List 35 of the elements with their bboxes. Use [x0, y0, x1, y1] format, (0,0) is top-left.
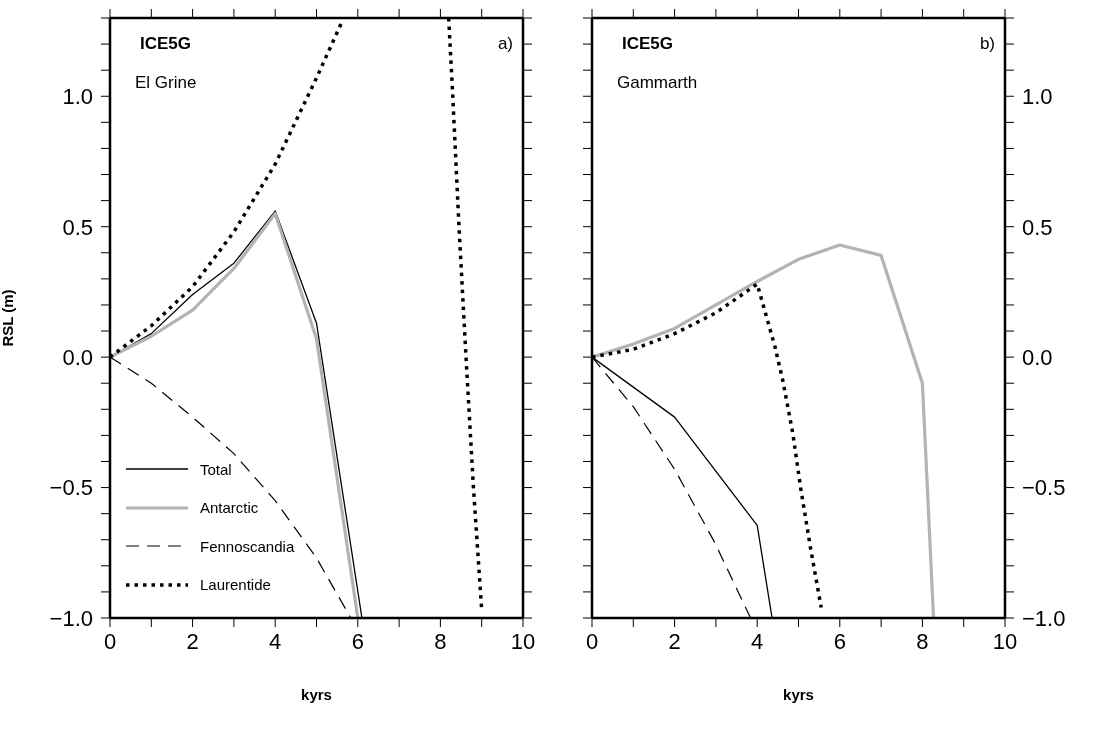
annotation: El Grine	[135, 73, 197, 93]
y-tick-label: 1.0	[62, 84, 93, 110]
x-tick-label: 8	[916, 628, 929, 654]
y-tick-label: −1.0	[1022, 605, 1066, 631]
x-tick-label: 2	[186, 628, 199, 654]
y-tick-label: 0.5	[62, 214, 93, 240]
y-tick-label: −0.5	[49, 475, 93, 501]
annotation: ICE5G	[140, 34, 192, 54]
annotation: a)	[496, 34, 513, 54]
legend-label: Fennoscandia	[200, 537, 295, 555]
legend-label: Laurentide	[200, 576, 271, 594]
x-tick-label: 0	[585, 628, 599, 654]
y-tick-label: 1.0	[1022, 84, 1053, 110]
annotation: Gammarth	[617, 73, 698, 93]
y-tick-label: −0.5	[1022, 475, 1066, 501]
legend-label: Total	[200, 460, 232, 478]
legend-label: Antarctic	[200, 499, 259, 517]
y-tick-label: 0.5	[1022, 214, 1053, 240]
y-tick-label: 0.0	[62, 344, 93, 370]
y-tick-label: −1.0	[49, 605, 93, 631]
x-tick-label: 2	[668, 628, 681, 654]
x-tick-label: 4	[751, 628, 764, 654]
x-tick-label: 8	[434, 628, 447, 654]
y-axis-title: RSL (m)	[0, 289, 17, 347]
x-tick-label: 6	[351, 628, 364, 654]
y-tick-label: 0.0	[1022, 344, 1053, 370]
x-tick-label: 4	[269, 628, 282, 654]
annotation: b)	[978, 34, 995, 54]
x-tick-label: 10	[992, 628, 1018, 654]
x-axis-title: kyrs	[783, 686, 814, 703]
x-axis-title: kyrs	[301, 686, 332, 703]
x-tick-label: 10	[510, 628, 536, 654]
x-tick-label: 0	[103, 628, 117, 654]
x-tick-label: 6	[833, 628, 846, 654]
annotation: ICE5G	[622, 34, 674, 54]
